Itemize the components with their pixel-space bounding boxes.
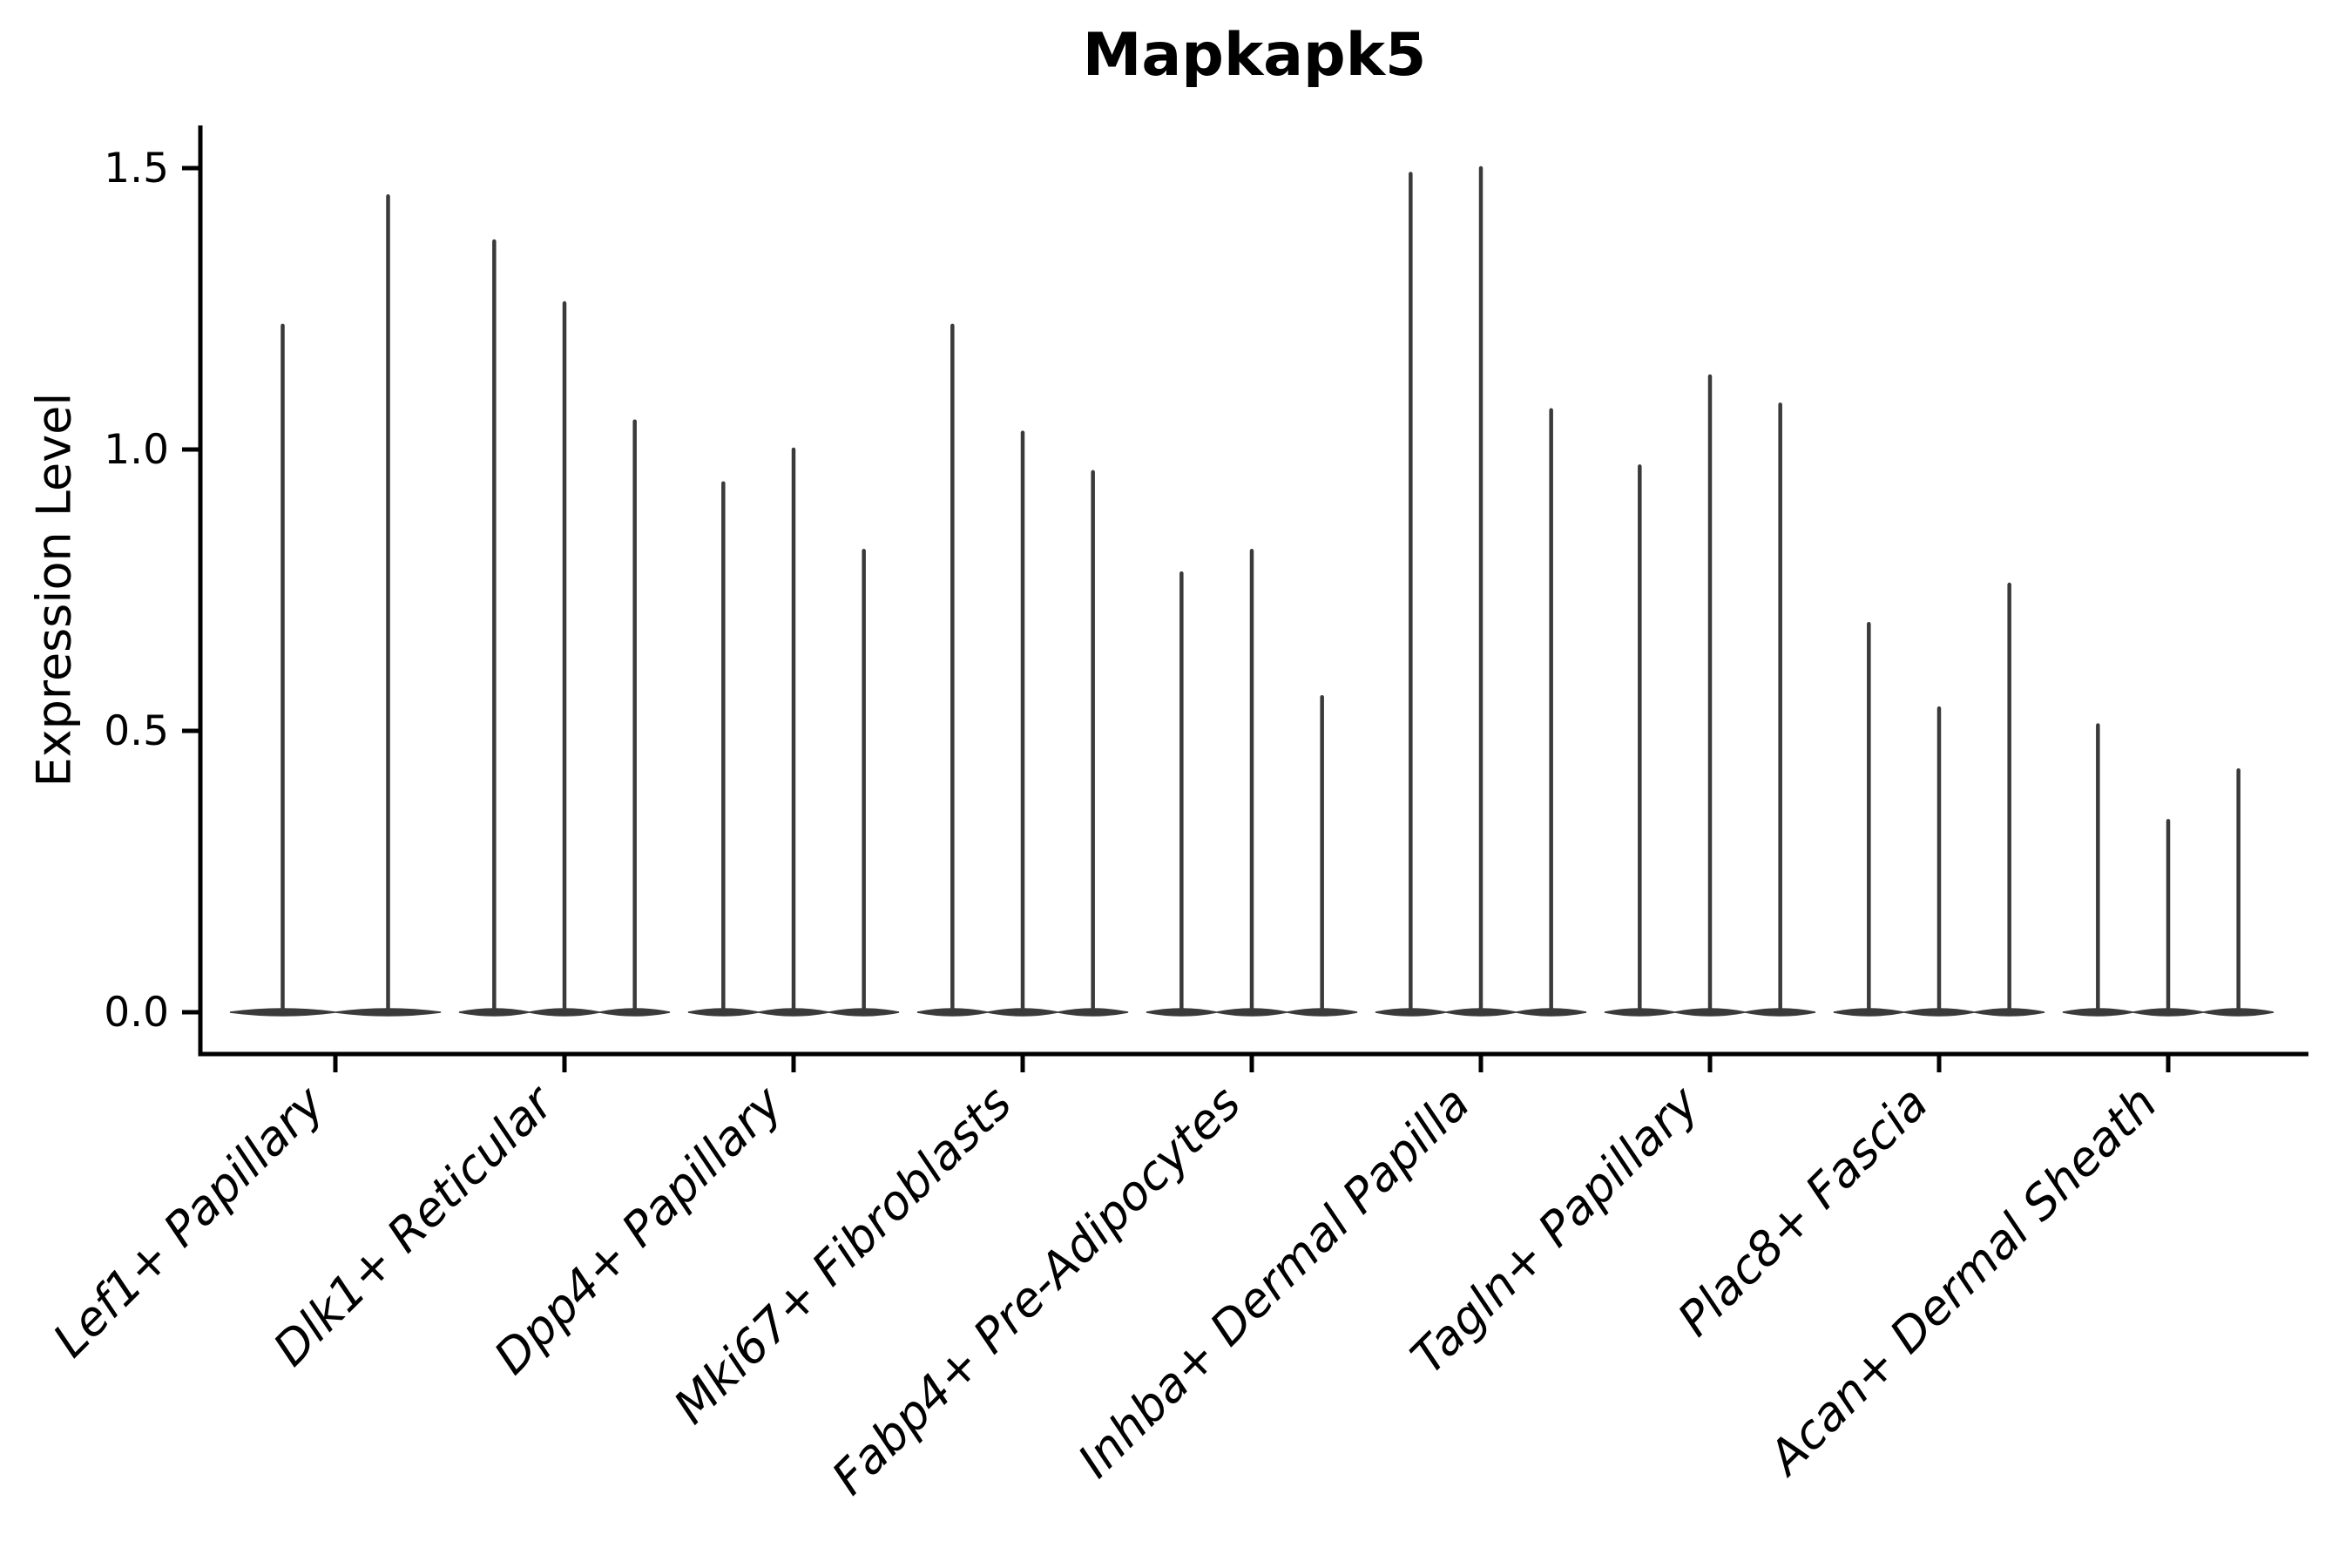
y-tick-label: 0.5 [104, 707, 169, 755]
chart-title: Mapkapk5 [1082, 21, 1427, 90]
y-tick-label: 0.0 [104, 989, 169, 1037]
x-tick-label: Fabp4+ Pre-Adipocytes [821, 1076, 1251, 1505]
x-tick-label: Inhba+ Dermal Papilla [1067, 1076, 1480, 1489]
y-tick-label: 1.5 [104, 145, 169, 193]
x-tick-label: Acan+ Dermal Sheath [1756, 1076, 2167, 1487]
y-tick-label: 1.0 [104, 426, 169, 474]
